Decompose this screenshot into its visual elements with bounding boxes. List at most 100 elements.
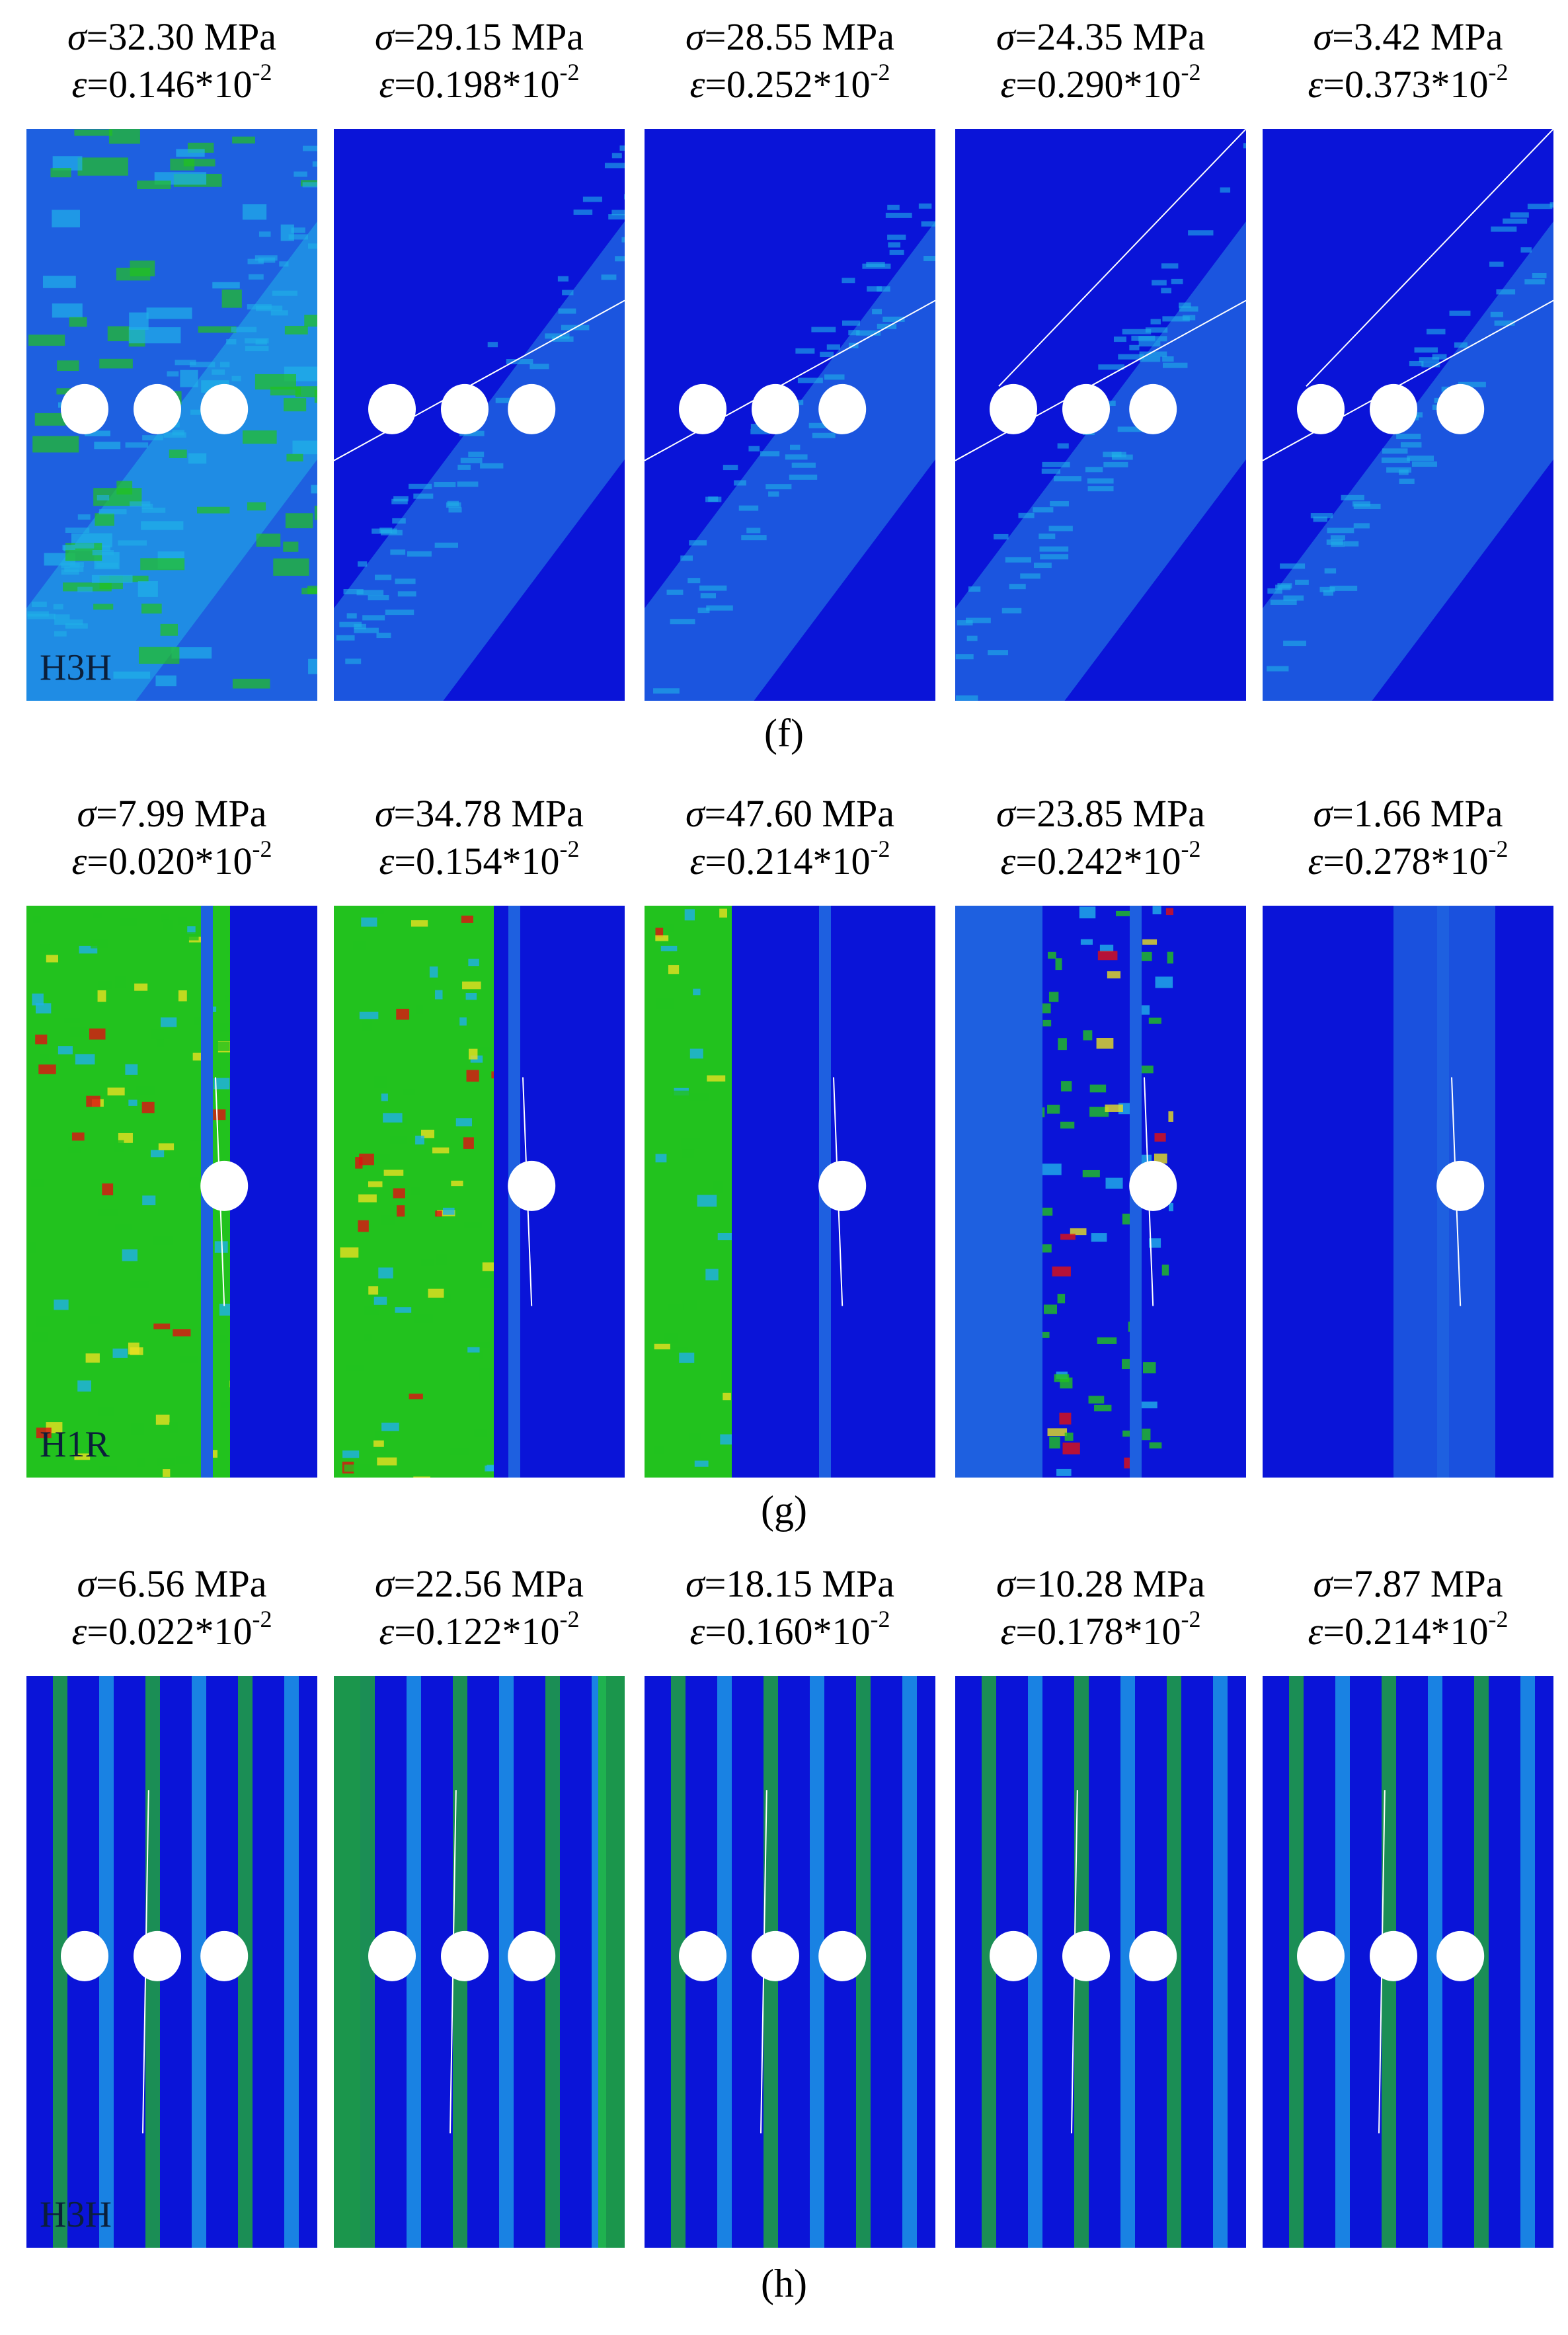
stress-unit: MPa (822, 15, 894, 58)
strain-factor: *10 (1123, 63, 1181, 106)
stress-contour-plot (1263, 129, 1553, 701)
specimen-label: H3H (40, 647, 112, 688)
sigma-symbol: σ (686, 792, 705, 835)
stress-unit: MPa (194, 792, 267, 835)
stress-value: 7.87 (1353, 1562, 1421, 1605)
epsilon-symbol: ε (1000, 63, 1016, 106)
contour-panel (955, 1676, 1246, 2248)
stress-contour-plot (334, 129, 625, 701)
strain-value: 0.160 (726, 1610, 813, 1653)
strain-factor: *10 (194, 1610, 253, 1653)
stress-value: 24.35 (1037, 15, 1123, 58)
sigma-symbol: σ (996, 15, 1015, 58)
stress-value: 22.56 (415, 1562, 502, 1605)
contour-panel: H3H (26, 129, 317, 701)
strain-value: 0.178 (1037, 1610, 1124, 1653)
strain-value: 0.290 (1037, 63, 1124, 106)
subfigure-label: (g) (761, 1488, 807, 1532)
contour-panel (1263, 906, 1553, 1478)
strain-value: 0.022 (108, 1610, 195, 1653)
epsilon-symbol: ε (71, 840, 87, 883)
stress-contour-plot (1263, 906, 1553, 1478)
strain-factor: *10 (502, 1610, 560, 1653)
epsilon-symbol: ε (71, 63, 87, 106)
stress-contour-plot (26, 906, 317, 1478)
epsilon-symbol: ε (379, 840, 395, 883)
strain-value: 0.214 (1345, 1610, 1431, 1653)
stress-unit: MPa (1132, 15, 1205, 58)
stress-unit: MPa (511, 15, 584, 58)
epsilon-symbol: ε (379, 1610, 395, 1653)
stress-contour-plot (645, 129, 935, 701)
sigma-symbol: σ (77, 1562, 97, 1605)
panel-caption: σ=29.15 MPa ε=0.198*10-2 (375, 15, 584, 106)
sigma-symbol: σ (375, 792, 394, 835)
contour-panel (334, 129, 625, 701)
panel-caption: σ=6.56 MPa ε=0.022*10-2 (71, 1562, 272, 1653)
stress-value: 18.15 (726, 1562, 812, 1605)
stress-value: 1.66 (1353, 792, 1421, 835)
contour-panel (645, 1676, 935, 2248)
strain-exponent: -2 (1181, 836, 1201, 862)
strain-exponent: -2 (1488, 59, 1509, 85)
panel-caption: σ=10.28 MPa ε=0.178*10-2 (996, 1562, 1205, 1653)
panel-caption: σ=24.35 MPa ε=0.290*10-2 (996, 15, 1205, 106)
stress-contour-plot (955, 129, 1246, 701)
stress-unit: MPa (511, 792, 584, 835)
stress-unit: MPa (822, 792, 894, 835)
stress-contour-plot (955, 906, 1246, 1478)
epsilon-symbol: ε (1000, 840, 1016, 883)
strain-exponent: -2 (870, 1606, 890, 1632)
stress-contour-plot (26, 129, 317, 701)
stress-value: 23.85 (1037, 792, 1123, 835)
strain-value: 0.020 (108, 840, 195, 883)
stress-unit: MPa (511, 1562, 584, 1605)
contour-panel (334, 906, 625, 1478)
strain-exponent: -2 (252, 59, 272, 85)
specimen-label: H3H (40, 2194, 112, 2235)
strain-factor: *10 (812, 1610, 871, 1653)
epsilon-symbol: ε (1308, 63, 1323, 106)
sigma-symbol: σ (375, 1562, 394, 1605)
strain-exponent: -2 (559, 1606, 580, 1632)
stress-value: 34.78 (415, 792, 502, 835)
contour-panel (645, 129, 935, 701)
stress-unit: MPa (1132, 792, 1205, 835)
stress-unit: MPa (822, 1562, 894, 1605)
strain-value: 0.154 (416, 840, 502, 883)
strain-exponent: -2 (1181, 59, 1201, 85)
sigma-symbol: σ (996, 1562, 1015, 1605)
strain-factor: *10 (1123, 840, 1181, 883)
strain-exponent: -2 (1488, 836, 1509, 862)
strain-exponent: -2 (870, 59, 890, 85)
strain-exponent: -2 (252, 836, 272, 862)
strain-value: 0.252 (726, 63, 813, 106)
contour-panel (955, 129, 1246, 701)
stress-contour-plot (334, 906, 625, 1478)
panel-caption: σ=47.60 MPa ε=0.214*10-2 (686, 792, 894, 883)
stress-value: 29.15 (415, 15, 502, 58)
stress-value: 47.60 (726, 792, 812, 835)
contour-panel (334, 1676, 625, 2248)
strain-factor: *10 (1431, 63, 1489, 106)
strain-factor: *10 (1431, 840, 1489, 883)
stress-value: 10.28 (1037, 1562, 1123, 1605)
sigma-symbol: σ (77, 792, 97, 835)
stress-unit: MPa (204, 15, 276, 58)
contour-panel (1263, 1676, 1553, 2248)
sigma-symbol: σ (1313, 1562, 1333, 1605)
panel-caption: σ=3.42 MPa ε=0.373*10-2 (1308, 15, 1509, 106)
strain-exponent: -2 (559, 836, 580, 862)
contour-panel (645, 906, 935, 1478)
stress-unit: MPa (1430, 792, 1503, 835)
stress-unit: MPa (194, 1562, 267, 1605)
contour-panel (1263, 129, 1553, 701)
stress-value: 6.56 (117, 1562, 185, 1605)
sigma-symbol: σ (996, 792, 1015, 835)
sigma-symbol: σ (375, 15, 394, 58)
stress-unit: MPa (1430, 15, 1503, 58)
strain-value: 0.278 (1345, 840, 1431, 883)
strain-exponent: -2 (870, 836, 890, 862)
stress-value: 7.99 (117, 792, 185, 835)
strain-factor: *10 (502, 840, 560, 883)
